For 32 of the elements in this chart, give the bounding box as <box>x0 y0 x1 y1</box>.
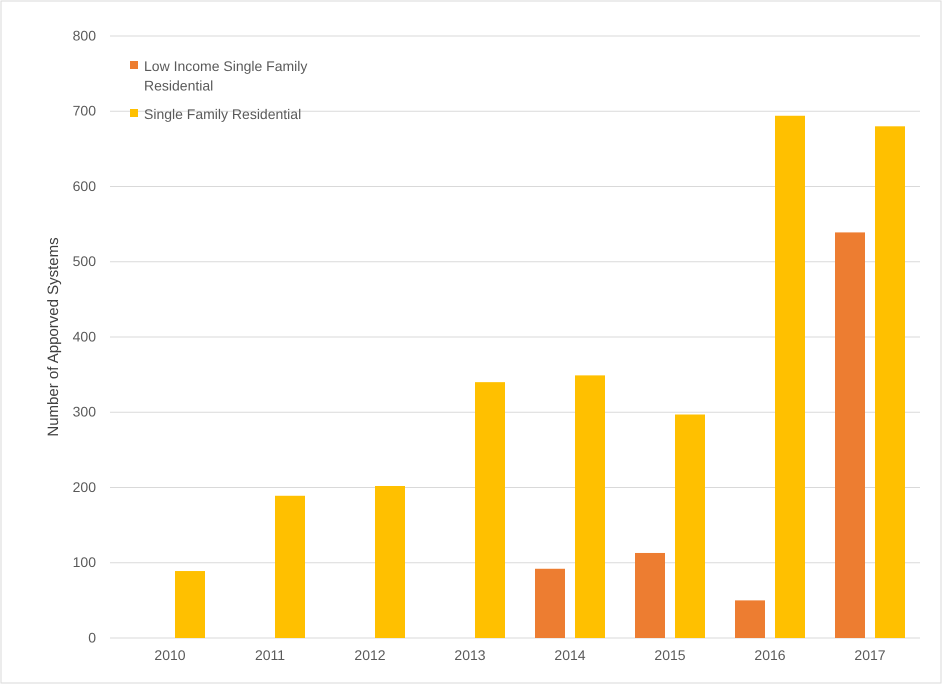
y-tick-label: 0 <box>88 629 96 646</box>
y-tick-label: 800 <box>72 27 96 44</box>
x-tick-label: 2013 <box>454 646 486 663</box>
y-tick-label: 700 <box>72 102 96 119</box>
bar <box>735 600 765 638</box>
x-tick-label: 2015 <box>654 646 686 663</box>
y-tick-label: 500 <box>72 253 96 270</box>
x-tick-label: 2011 <box>254 646 286 663</box>
bar <box>675 414 705 638</box>
bar <box>875 126 905 638</box>
y-tick-label: 600 <box>72 178 96 194</box>
bar <box>635 552 665 638</box>
bar <box>475 382 505 638</box>
legend-label: Low Income Single Family Residential <box>144 58 308 94</box>
x-tick-label: 2012 <box>354 646 386 663</box>
bar <box>835 232 865 638</box>
x-tick-label: 2016 <box>754 646 786 663</box>
legend-label: Single Family Residential <box>144 106 302 122</box>
bar <box>575 375 605 638</box>
y-tick-label: 100 <box>72 554 96 570</box>
y-axis-title: Number of Apporved Systems <box>45 237 62 437</box>
bar <box>775 116 805 638</box>
bar <box>535 568 565 638</box>
x-tick-label: 2017 <box>854 646 886 663</box>
bar <box>275 496 305 638</box>
bar <box>175 571 205 638</box>
y-tick-label: 300 <box>72 404 96 420</box>
x-tick-label: 2014 <box>554 646 586 663</box>
y-tick-label: 400 <box>72 328 96 344</box>
bar <box>375 486 405 638</box>
x-tick-label: 2010 <box>154 646 186 663</box>
y-tick-label: 200 <box>72 478 96 495</box>
